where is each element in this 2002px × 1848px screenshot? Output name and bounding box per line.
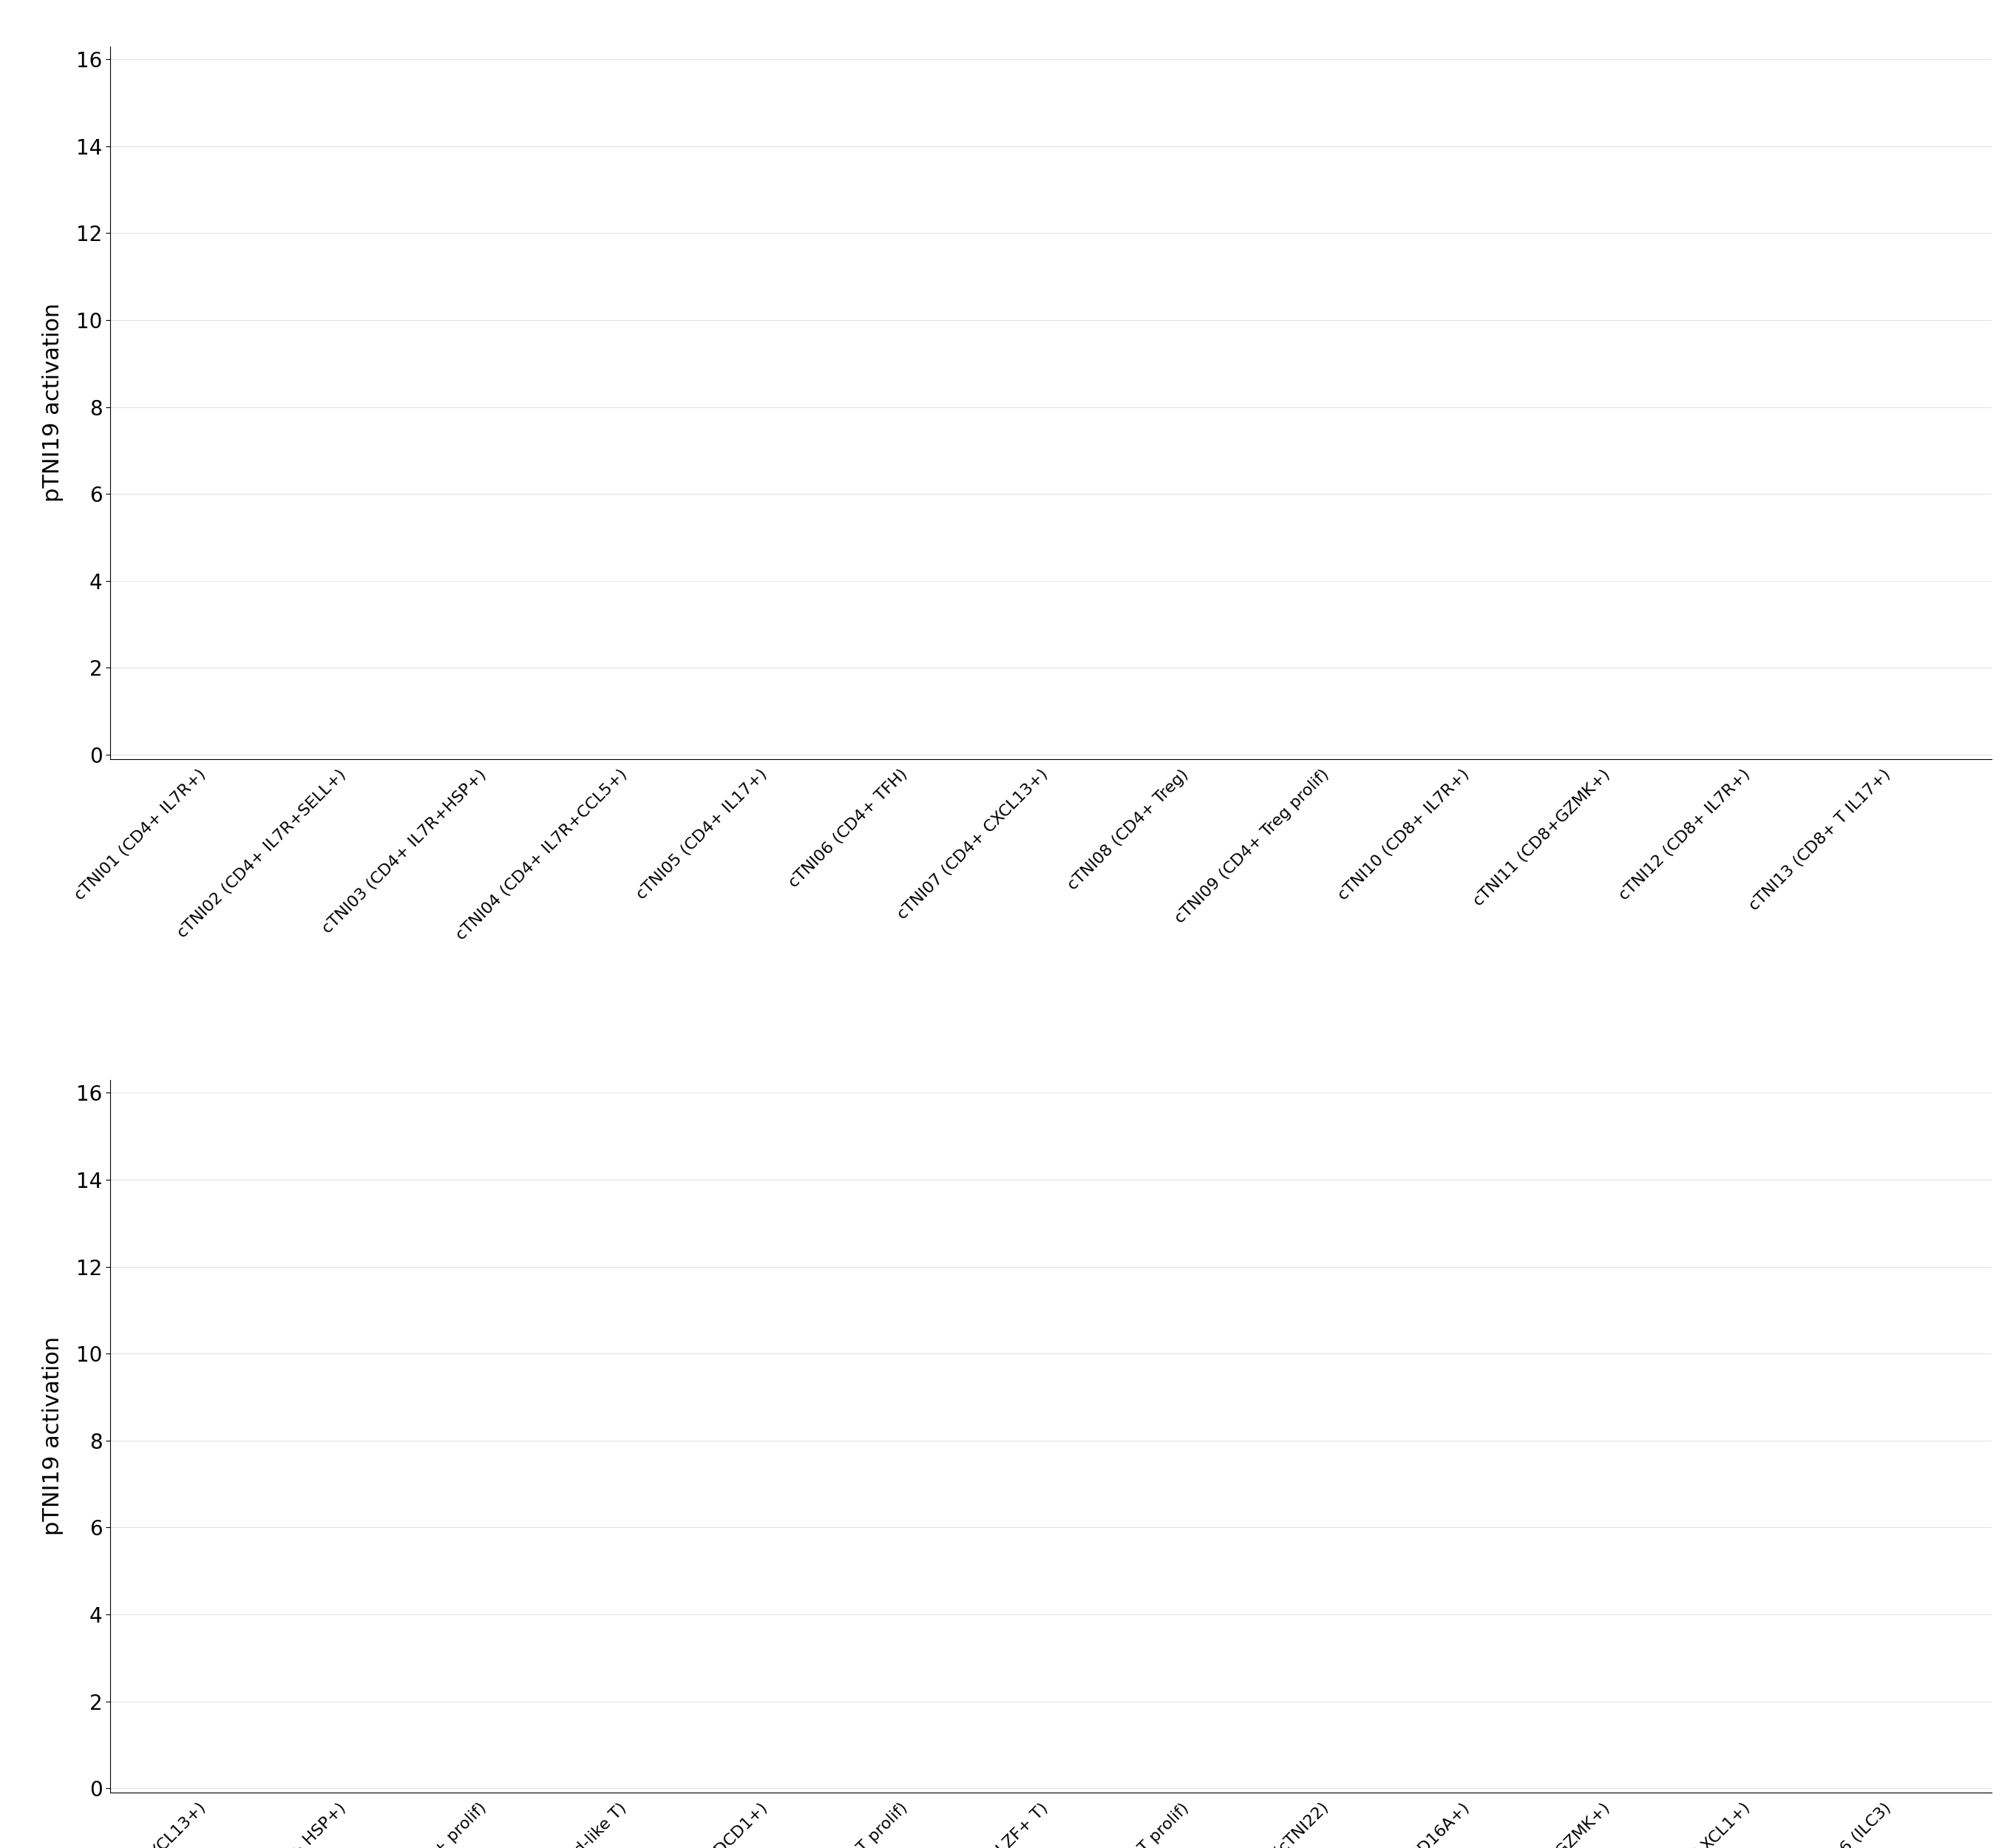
Y-axis label: pTNI19 activation: pTNI19 activation [42, 1336, 64, 1536]
Y-axis label: pTNI19 activation: pTNI19 activation [42, 303, 64, 503]
